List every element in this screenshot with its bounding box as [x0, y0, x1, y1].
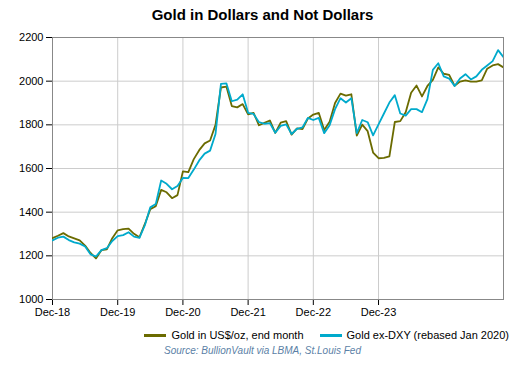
html-text:Source: BullionVault via LBMA,: Source: BullionVault via LBMA, St.Louis …: [164, 345, 361, 356]
svg-text:Dec-20: Dec-20: [165, 306, 200, 318]
svg-text:1800: 1800: [19, 118, 43, 130]
svg-text:1000: 1000: [19, 293, 43, 305]
svg-text:Dec-18: Dec-18: [35, 306, 70, 318]
svg-text:Dec-19: Dec-19: [100, 306, 135, 318]
svg-text:1600: 1600: [19, 162, 43, 174]
svg-text:2200: 2200: [19, 31, 43, 43]
svg-text:Dec-23: Dec-23: [361, 306, 396, 318]
svg-text:Dec-22: Dec-22: [296, 306, 331, 318]
html-text:Gold ex-DXY (rebased Jan 2020): Gold ex-DXY (rebased Jan 2020): [346, 329, 509, 341]
svg-text:1200: 1200: [19, 249, 43, 261]
html-text:Gold in Dollars and Not Dollar: Gold in Dollars and Not Dollars: [151, 6, 374, 23]
svg-text:1400: 1400: [19, 206, 43, 218]
svg-text:Dec-21: Dec-21: [230, 306, 265, 318]
svg-text:2000: 2000: [19, 75, 43, 87]
html-text:Gold in US$/oz, end month: Gold in US$/oz, end month: [171, 329, 304, 341]
